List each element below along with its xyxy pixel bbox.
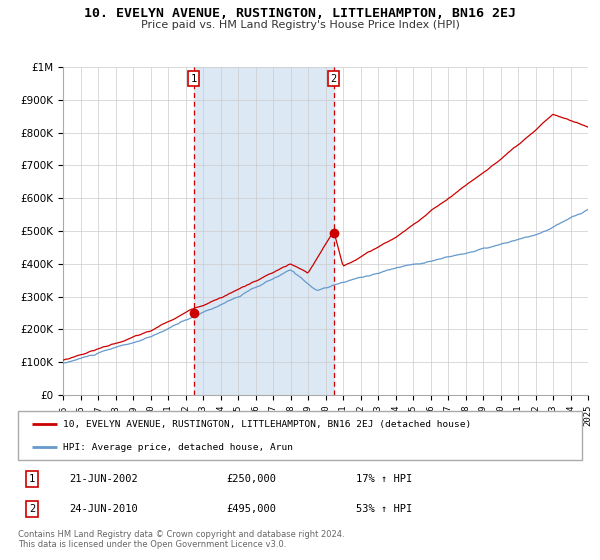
Text: £495,000: £495,000: [227, 504, 277, 514]
Text: £250,000: £250,000: [227, 474, 277, 484]
Text: 1: 1: [29, 474, 35, 484]
Text: 24-JUN-2010: 24-JUN-2010: [69, 504, 137, 514]
Text: Contains HM Land Registry data © Crown copyright and database right 2024.: Contains HM Land Registry data © Crown c…: [18, 530, 344, 539]
Text: 10. EVELYN AVENUE, RUSTINGTON, LITTLEHAMPTON, BN16 2EJ: 10. EVELYN AVENUE, RUSTINGTON, LITTLEHAM…: [84, 7, 516, 20]
Text: 21-JUN-2002: 21-JUN-2002: [69, 474, 137, 484]
Text: 53% ↑ HPI: 53% ↑ HPI: [356, 504, 413, 514]
Text: This data is licensed under the Open Government Licence v3.0.: This data is licensed under the Open Gov…: [18, 540, 286, 549]
FancyBboxPatch shape: [18, 411, 582, 460]
Text: HPI: Average price, detached house, Arun: HPI: Average price, detached house, Arun: [63, 442, 293, 451]
Text: 2: 2: [29, 504, 35, 514]
Bar: [194, 67, 334, 395]
Text: 1: 1: [191, 74, 197, 84]
Text: 2: 2: [331, 74, 337, 84]
Text: 10, EVELYN AVENUE, RUSTINGTON, LITTLEHAMPTON, BN16 2EJ (detached house): 10, EVELYN AVENUE, RUSTINGTON, LITTLEHAM…: [63, 420, 472, 429]
Text: Price paid vs. HM Land Registry's House Price Index (HPI): Price paid vs. HM Land Registry's House …: [140, 20, 460, 30]
Text: 17% ↑ HPI: 17% ↑ HPI: [356, 474, 413, 484]
